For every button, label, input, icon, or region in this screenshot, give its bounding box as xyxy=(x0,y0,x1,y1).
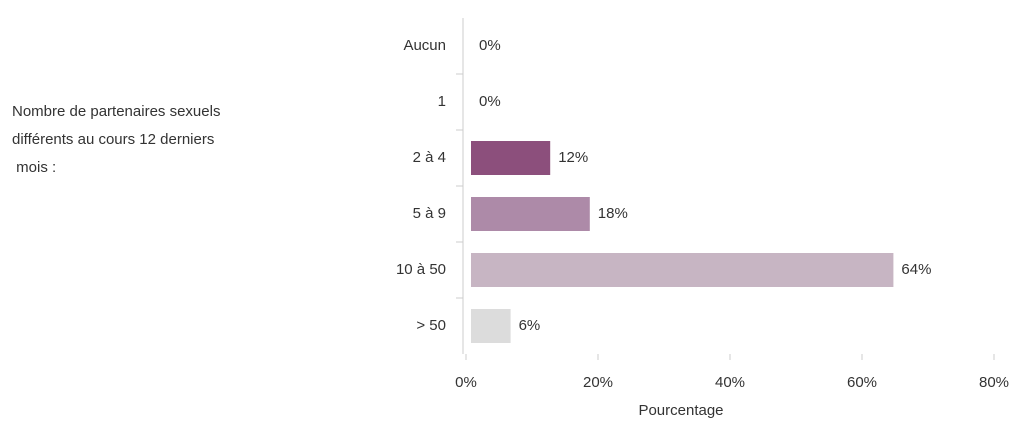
x-tick-label: 20% xyxy=(583,374,613,391)
y-tick-label: > 50 xyxy=(416,317,446,334)
y-tick-label: 2 à 4 xyxy=(413,149,446,166)
question-text: mois : xyxy=(12,159,56,176)
question-text: différents au cours 12 derniers xyxy=(12,131,214,148)
y-tick-label: 5 à 9 xyxy=(413,205,446,222)
bar xyxy=(471,253,894,287)
x-tick-label: 80% xyxy=(979,374,1009,391)
value-label: 64% xyxy=(901,261,931,278)
y-tick-label: 1 xyxy=(438,93,446,110)
value-label: 0% xyxy=(479,93,501,110)
y-tick-label: Aucun xyxy=(403,37,446,54)
bar xyxy=(471,141,551,175)
y-tick-label: 10 à 50 xyxy=(396,261,446,278)
x-tick-label: 0% xyxy=(455,374,477,391)
bar xyxy=(471,197,590,231)
x-tick-label: 40% xyxy=(715,374,745,391)
value-label: 18% xyxy=(598,205,628,222)
value-label: 6% xyxy=(519,317,541,334)
x-axis-title: Pourcentage xyxy=(638,402,723,419)
question-text: Nombre de partenaires sexuels xyxy=(12,103,220,120)
x-tick-label: 60% xyxy=(847,374,877,391)
value-label: 12% xyxy=(558,149,588,166)
bar xyxy=(471,309,511,343)
value-label: 0% xyxy=(479,37,501,54)
